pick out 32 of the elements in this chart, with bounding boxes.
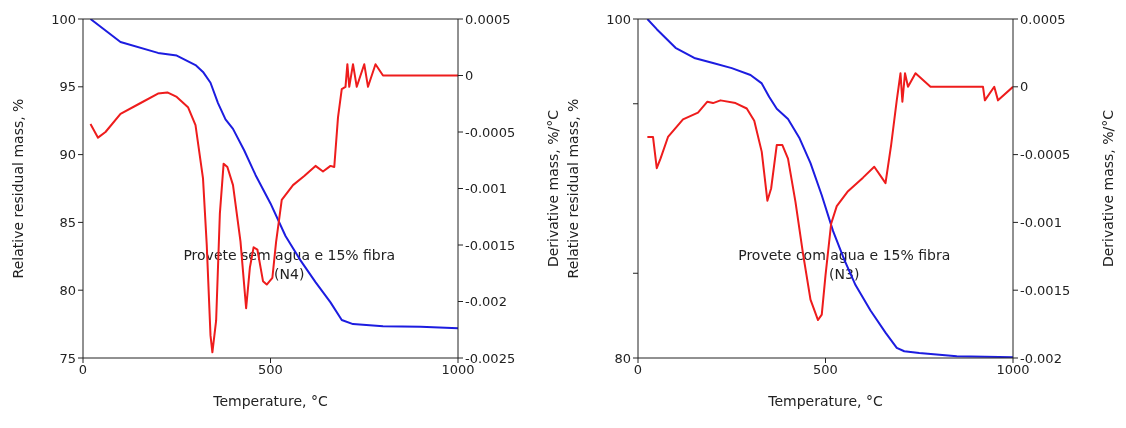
y-tick-label: 85 [59, 215, 76, 231]
y2-tick-label: -0.0015 [1020, 282, 1071, 298]
y-tick-label: 80 [59, 282, 76, 298]
y2-tick-label: 0 [465, 68, 474, 84]
y-axis-title: Relative residual mass, % [9, 98, 26, 279]
y-axis-title: Relative residual mass, % [564, 98, 581, 279]
x-tick-label: 0 [633, 362, 643, 378]
y2-axis-title: Derivative mass, %/°C [544, 109, 561, 268]
y-tick-label: 80 [614, 350, 631, 366]
y-tick-label: 90 [59, 147, 76, 163]
x-tick-label: 500 [813, 362, 838, 378]
y-tick-label: 75 [59, 350, 76, 366]
line-series [646, 72, 1013, 322]
y2-tick-label: -0.0005 [465, 124, 516, 140]
x-axis-title: Temperature, °C [767, 393, 883, 409]
x-axis-title: Temperature, °C [212, 393, 328, 409]
y2-tick-label: -0.001 [465, 181, 507, 197]
line-series [89, 63, 458, 354]
y2-tick-label: 0 [1020, 79, 1029, 95]
y2-tick-label: 0.0005 [1020, 11, 1066, 27]
x-tick-label: 500 [258, 362, 283, 378]
y2-tick-label: 0.0005 [465, 11, 511, 27]
y2-tick-label: -0.0015 [465, 237, 516, 253]
y2-axis-title: Derivative mass, %/°C [1099, 109, 1116, 268]
y-tick-label: 95 [59, 79, 76, 95]
x-tick-label: 0 [78, 362, 88, 378]
y2-tick-label: -0.002 [465, 294, 507, 310]
line-series [89, 19, 458, 330]
y-tick-label: 100 [51, 11, 76, 27]
y2-tick-label: -0.0005 [1020, 147, 1071, 163]
y-tick-label: 100 [606, 11, 631, 27]
y2-tick-label: -0.001 [1020, 215, 1062, 231]
